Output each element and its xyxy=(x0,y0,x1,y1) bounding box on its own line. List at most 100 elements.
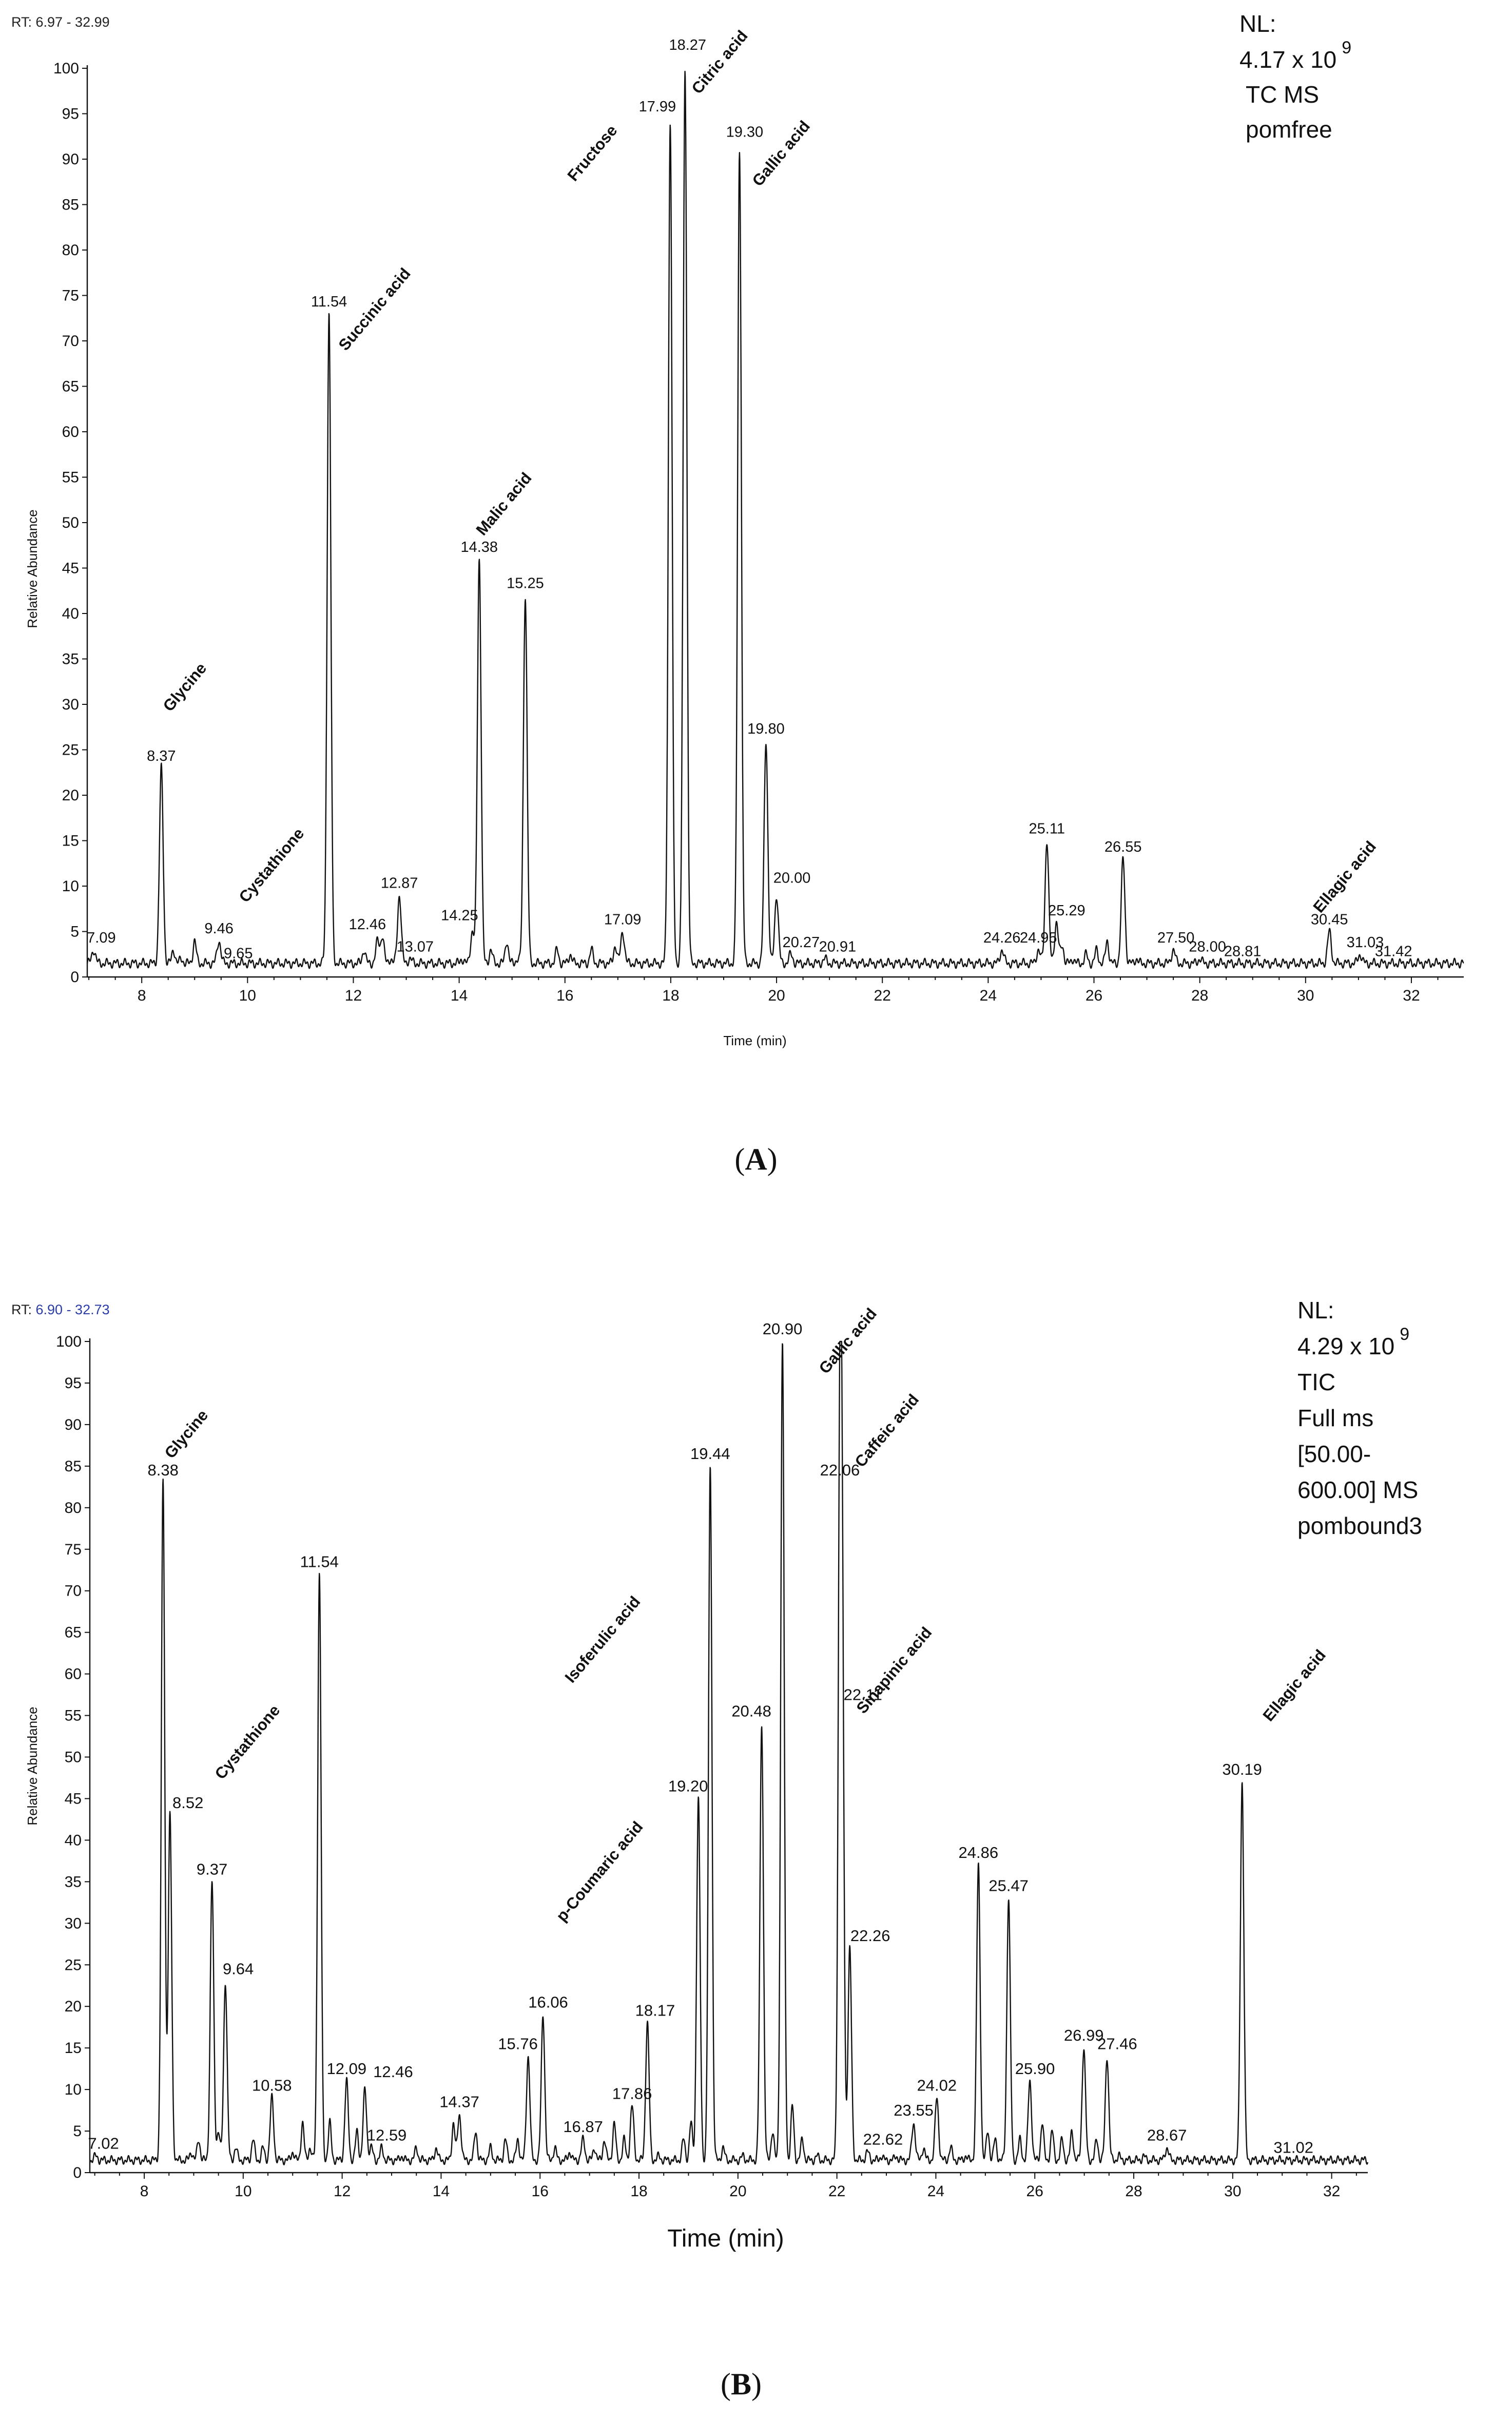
panel-a-peak-label: 20.00 xyxy=(773,870,811,887)
panel-a-y-tick-label: 90 xyxy=(62,151,79,168)
panel-a-peak-label: 25.29 xyxy=(1048,903,1085,919)
panel-b-x-tick-label: 22 xyxy=(828,2183,845,2200)
panel-b-peak-label: 12.09 xyxy=(327,2060,367,2078)
panel-b-peak-labels: 7.02 8.38 8.52 9.37 9.64 10.58 11.54 12.09 12.46… xyxy=(88,1320,1313,2157)
panel-a-x-tick-label: 32 xyxy=(1403,987,1420,1004)
panel-b-compound-label: Cystathione xyxy=(211,1701,284,1782)
panel-b-y-tick-label: 65 xyxy=(65,1624,82,1641)
panel-a-y-tick-label: 10 xyxy=(62,878,79,895)
panel-b-y-tick-label: 80 xyxy=(65,1500,82,1517)
panel-a-rt-range: RT: 6.97 - 32.99 xyxy=(11,14,110,30)
panel-b-nl-line-5: pombound3 xyxy=(1297,1512,1422,1539)
panel-b-peak-label: 22.11 xyxy=(844,1685,882,1703)
panel-b-nl-value: 4.29 x 10 9 xyxy=(1297,1325,1409,1359)
panel-b-compound-label: Isoferulic acid xyxy=(561,1593,644,1686)
panel-b-y-tick-label: 50 xyxy=(65,1749,82,1766)
panel-b-peak-label: 22.26 xyxy=(850,1927,890,1945)
panel-b-y-tick-label: 35 xyxy=(65,1873,82,1890)
panel-a-nl-value: 4.17 x 10 9 xyxy=(1239,38,1351,73)
panel-a: RT: 6.97 - 32.99 NL: 4.17 x 10 9 TC MS po… xyxy=(11,10,1464,1176)
panel-a-compound-label: Ellagic acid xyxy=(1310,837,1380,916)
panel-b-x-tick-label: 26 xyxy=(1026,2183,1043,2200)
panel-a-peak-label: 11.54 xyxy=(311,294,347,310)
panel-a-peak-label: 17.99 xyxy=(639,99,676,115)
panel-b-peak-label: 31.02 xyxy=(1273,2139,1313,2157)
panel-b-y-tick-label: 20 xyxy=(65,1998,82,2015)
panel-b-compound-label: Caffeic acid xyxy=(851,1391,923,1471)
panel-b-y-tick-label: 45 xyxy=(65,1790,82,1807)
panel-a-x-tick-label: 10 xyxy=(239,987,256,1004)
panel-b-rt-range: RT: 6.90 - 32.73 xyxy=(11,1302,110,1317)
panel-a-x-tick-label: 30 xyxy=(1297,987,1314,1004)
panel-b-y-tick-label: 10 xyxy=(65,2081,82,2098)
panel-b-y-tick-label: 0 xyxy=(73,2164,82,2181)
panel-a-y-tick-label: 35 xyxy=(62,651,79,668)
panel-a-x-axis-title: Time (min) xyxy=(723,1033,786,1048)
panel-b-nl-line-1: TIC xyxy=(1297,1369,1335,1395)
panel-a-peak-label: 9.46 xyxy=(204,920,233,937)
panel-b-peak-label: 28.67 xyxy=(1147,2126,1187,2144)
panel-b-peak-label: 23.55 xyxy=(894,2101,934,2119)
panel-a-peak-label: 17.09 xyxy=(604,912,642,928)
panel-b-y-tick-label: 75 xyxy=(65,1541,82,1558)
panel-b-peak-label: 10.58 xyxy=(252,2076,292,2094)
panel-a-compound-label: Cystathione xyxy=(236,824,308,906)
panel-b-caption: (B) xyxy=(721,2367,762,2401)
panel-a-peak-label: 20.91 xyxy=(819,939,857,955)
panel-a-peak-label: 12.87 xyxy=(381,875,418,892)
panel-b-y-tick-label: 60 xyxy=(65,1666,82,1683)
panel-a-peak-label: 14.38 xyxy=(460,539,498,555)
panel-b-peak-label: 12.46 xyxy=(373,2063,413,2081)
panel-a-peak-label: 28.81 xyxy=(1224,943,1262,960)
panel-a-y-tick-label: 85 xyxy=(62,197,79,214)
panel-b-peak-label: 9.37 xyxy=(197,1860,227,1878)
panel-b-peak-label: 12.59 xyxy=(367,2126,407,2144)
panel-a-peak-label: 27.50 xyxy=(1157,930,1195,946)
panel-b-x-tick-label: 8 xyxy=(140,2183,149,2200)
panel-a-y-tick-label: 5 xyxy=(70,924,79,941)
panel-a-axes: 0 5 10 15 20 25 30 35 40 45 50 55 60 65 70 75 80 85 90 95 10… xyxy=(53,60,1464,1004)
panel-b-peak-label: 30.19 xyxy=(1222,1760,1262,1778)
panel-b-x-tick-label: 28 xyxy=(1125,2183,1142,2200)
panel-a-x-tick-label: 24 xyxy=(980,987,997,1004)
panel-a-y-tick-label: 40 xyxy=(62,605,79,622)
panel-a-y-tick-label: 95 xyxy=(62,106,79,123)
panel-a-peak-label: 25.11 xyxy=(1029,821,1065,837)
panel-a-compound-label: Glycine xyxy=(160,659,210,715)
panel-b-peak-label: 8.52 xyxy=(172,1794,203,1812)
panel-b-peak-label: 27.46 xyxy=(1097,2035,1137,2052)
panel-a-x-tick-label: 26 xyxy=(1085,987,1102,1004)
panel-a-x-tick-label: 18 xyxy=(662,987,679,1004)
panel-b-x-tick-label: 12 xyxy=(334,2183,351,2200)
panel-a-peak-label: 8.37 xyxy=(147,748,176,764)
panel-a-peak-label: 19.30 xyxy=(726,124,764,140)
panel-b-y-tick-label: 55 xyxy=(65,1708,82,1724)
panel-b-y-axis-title: Relative Abundance xyxy=(25,1706,40,1825)
panel-b-peak-label: 17.86 xyxy=(612,2084,652,2102)
panel-a-peak-label: 30.45 xyxy=(1311,912,1348,928)
panel-a-compound-label: Fructose xyxy=(564,122,621,185)
panel-a-nl-line-2: pomfree xyxy=(1246,116,1332,143)
panel-b-peak-label: 8.38 xyxy=(147,1461,178,1479)
panel-a-y-tick-label: 55 xyxy=(62,469,79,486)
panel-a-x-tick-label: 12 xyxy=(345,987,362,1004)
panel-a-y-tick-label: 25 xyxy=(62,742,79,759)
panel-b-y-tick-label: 100 xyxy=(56,1333,82,1350)
panel-b-x-tick-label: 32 xyxy=(1323,2183,1340,2200)
panel-b-peak-label: 25.90 xyxy=(1015,2060,1055,2078)
panel-b-peak-label: 24.86 xyxy=(959,1844,999,1862)
panel-a-peak-label: 18.27 xyxy=(669,37,706,53)
panel-b-nl-label: NL: xyxy=(1297,1297,1334,1323)
panel-a-peak-label: 15.25 xyxy=(507,576,544,592)
panel-a-y-tick-label: 60 xyxy=(62,424,79,440)
panel-a-x-tick-label: 20 xyxy=(768,987,785,1004)
panel-a-y-tick-label: 30 xyxy=(62,696,79,713)
panel-b-peak-label: 19.20 xyxy=(668,1777,708,1795)
panel-b-peak-label: 16.06 xyxy=(528,1993,568,2011)
panel-a-x-tick-label: 22 xyxy=(874,987,891,1004)
panel-a-compound-label: Malic acid xyxy=(473,469,535,539)
panel-a-y-tick-label: 50 xyxy=(62,514,79,531)
panel-a-peak-label: 24.95 xyxy=(1020,930,1057,946)
panel-a-peak-label: 20.27 xyxy=(783,934,820,951)
